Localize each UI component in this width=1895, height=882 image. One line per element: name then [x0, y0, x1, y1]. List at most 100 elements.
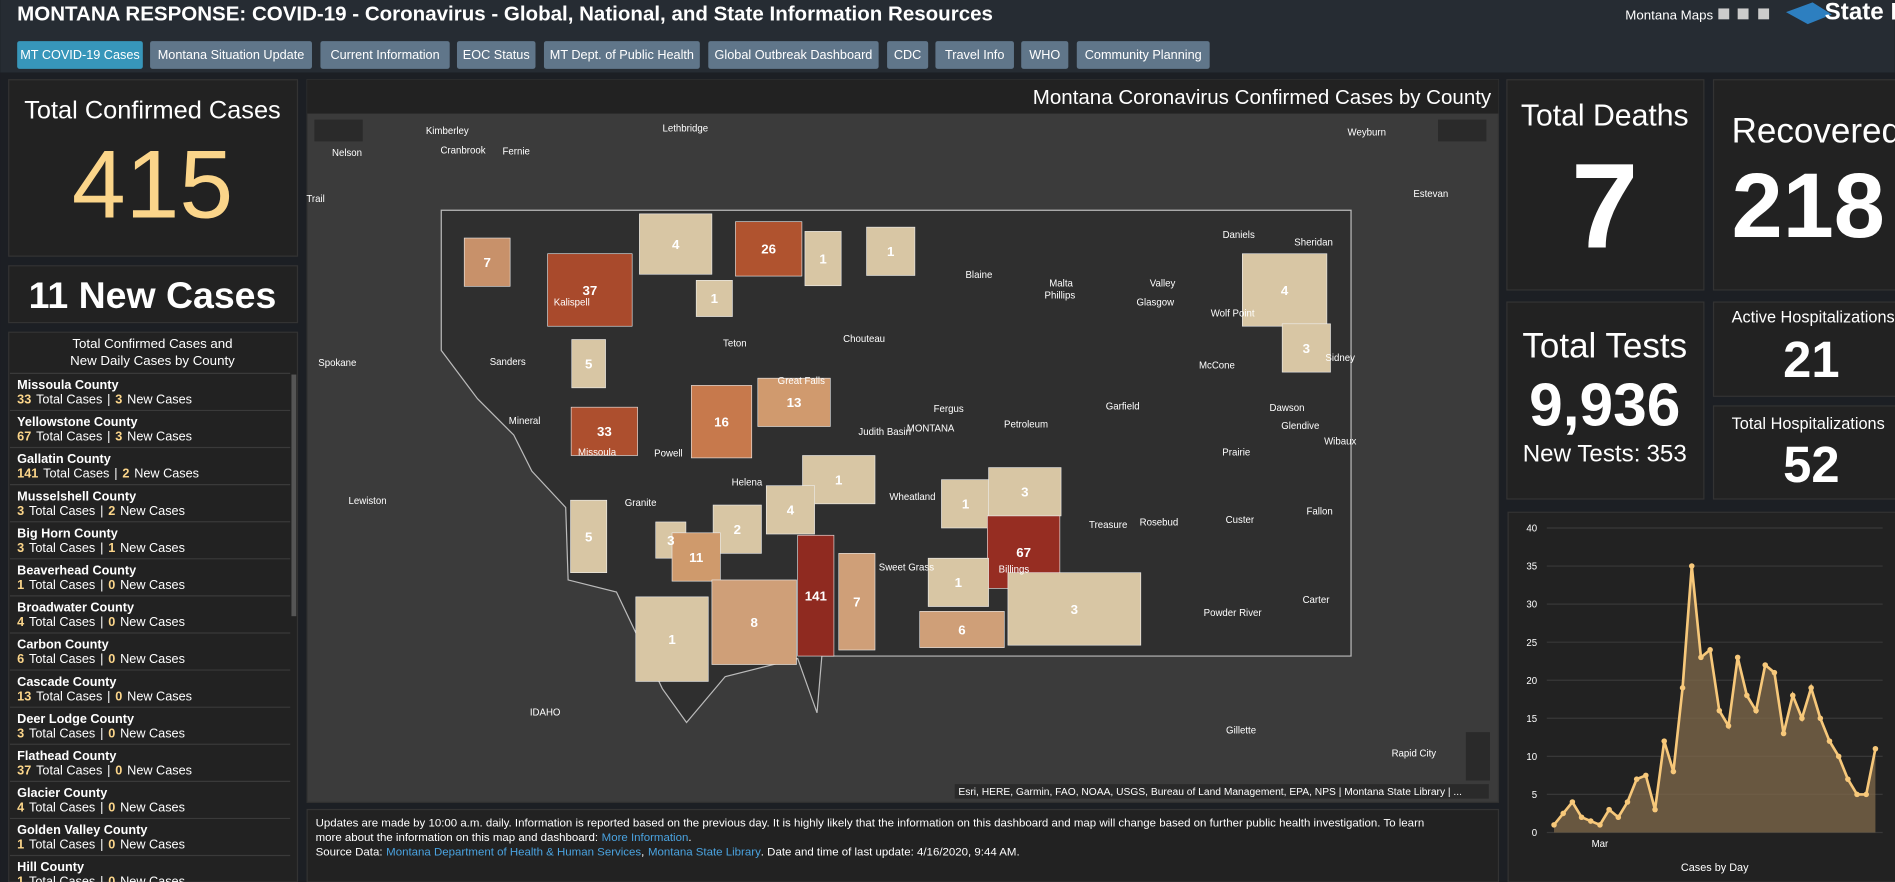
- nav-tab[interactable]: Current Information: [320, 41, 450, 69]
- county-area[interactable]: [919, 611, 1005, 648]
- zoom-buttons[interactable]: [1465, 732, 1490, 781]
- facebook-icon[interactable]: [1718, 8, 1730, 20]
- county-area[interactable]: [671, 532, 721, 582]
- point[interactable]: [1624, 799, 1631, 805]
- nav-tab[interactable]: Global Outbreak Dashboard: [708, 41, 879, 69]
- point[interactable]: [1688, 563, 1695, 569]
- point[interactable]: [1551, 822, 1557, 828]
- point[interactable]: [1826, 738, 1833, 744]
- point[interactable]: [1569, 799, 1576, 805]
- point[interactable]: [1854, 791, 1860, 798]
- tab-bg[interactable]: [456, 41, 536, 69]
- county-area[interactable]: [941, 479, 991, 529]
- tab-label[interactable]: Current Information: [330, 48, 439, 62]
- county-area[interactable]: [797, 534, 835, 657]
- point[interactable]: [1808, 685, 1814, 691]
- tab-bg[interactable]: [17, 41, 143, 69]
- county-area[interactable]: [804, 231, 842, 287]
- nav-tab[interactable]: MT Dept. of Public Health: [543, 41, 700, 69]
- map-tools[interactable]: [1438, 119, 1487, 142]
- county-area[interactable]: [711, 579, 797, 665]
- point[interactable]: [1578, 814, 1585, 821]
- tab-bg[interactable]: [543, 41, 700, 69]
- county-area[interactable]: [765, 485, 815, 535]
- county-area[interactable]: [691, 385, 753, 459]
- point[interactable]: [1633, 776, 1640, 782]
- tab-label[interactable]: Global Outbreak Dashboard: [715, 48, 873, 62]
- nav-tab[interactable]: EOC Status: [456, 41, 536, 69]
- point[interactable]: [1753, 707, 1759, 714]
- source-link[interactable]: Montana State Library: [648, 846, 761, 858]
- maps-link[interactable]: Montana Maps: [1625, 7, 1713, 22]
- point[interactable]: [1762, 662, 1769, 668]
- point[interactable]: [1597, 822, 1603, 828]
- point[interactable]: [1780, 730, 1787, 737]
- county-area[interactable]: [635, 596, 709, 682]
- point[interactable]: [1698, 654, 1704, 661]
- point[interactable]: [1679, 685, 1686, 691]
- point[interactable]: [1615, 814, 1622, 821]
- point[interactable]: [1587, 818, 1594, 824]
- point[interactable]: [1744, 692, 1750, 699]
- county-area[interactable]: [927, 557, 989, 607]
- point[interactable]: [1670, 768, 1677, 775]
- point[interactable]: [1560, 810, 1566, 817]
- tab-bg[interactable]: [320, 41, 450, 69]
- point[interactable]: [1872, 745, 1879, 752]
- nav-tab[interactable]: Community Planning: [1076, 41, 1210, 69]
- tab-label[interactable]: Community Planning: [1085, 48, 1202, 62]
- nav-tab[interactable]: WHO: [1021, 41, 1069, 69]
- point[interactable]: [1835, 753, 1842, 760]
- point[interactable]: [1799, 715, 1805, 722]
- nav-tab[interactable]: CDC: [887, 41, 929, 69]
- county-area[interactable]: [988, 467, 1062, 517]
- county-area[interactable]: [571, 339, 606, 389]
- twitter-icon[interactable]: [1737, 8, 1749, 20]
- point[interactable]: [1863, 791, 1870, 798]
- tab-bg[interactable]: [708, 41, 879, 69]
- link-icon[interactable]: [1758, 8, 1770, 20]
- tab-label[interactable]: MT COVID-19 Cases: [20, 48, 139, 62]
- county-area[interactable]: [712, 504, 762, 554]
- tab-label[interactable]: MT Dept. of Public Health: [550, 48, 694, 62]
- source-link[interactable]: Montana Department of Health & Human Ser…: [386, 846, 641, 858]
- point[interactable]: [1845, 776, 1851, 782]
- county-area[interactable]: [639, 213, 713, 275]
- scrollbar[interactable]: [291, 374, 297, 617]
- tab-label[interactable]: EOC Status: [463, 48, 530, 62]
- tab-label[interactable]: Montana Situation Update: [158, 48, 305, 62]
- county-area[interactable]: [570, 406, 638, 456]
- county-area[interactable]: [1242, 253, 1328, 327]
- point[interactable]: [1652, 806, 1658, 813]
- point[interactable]: [1789, 692, 1796, 699]
- point[interactable]: [1661, 738, 1667, 744]
- point[interactable]: [1817, 715, 1824, 722]
- tab-label[interactable]: CDC: [894, 48, 921, 62]
- county-area[interactable]: [866, 226, 916, 276]
- point[interactable]: [1725, 723, 1732, 729]
- tab-bg[interactable]: [935, 41, 1014, 69]
- county-area[interactable]: [1007, 572, 1142, 646]
- point[interactable]: [1606, 806, 1612, 813]
- tab-bg[interactable]: [887, 41, 929, 69]
- county-area[interactable]: [570, 499, 608, 573]
- county-area[interactable]: [838, 553, 876, 651]
- tab-bg[interactable]: [1076, 41, 1210, 69]
- county-area[interactable]: [1281, 323, 1331, 373]
- point[interactable]: [1643, 772, 1649, 779]
- county-area[interactable]: [695, 280, 733, 317]
- point[interactable]: [1734, 654, 1741, 661]
- tab-bg[interactable]: [1021, 41, 1069, 69]
- county-area[interactable]: [757, 377, 831, 427]
- nav-tab[interactable]: Travel Info: [935, 41, 1014, 69]
- county-area[interactable]: [463, 237, 511, 287]
- select-tool[interactable]: [314, 119, 363, 142]
- tab-bg[interactable]: [150, 41, 312, 69]
- nav-tab[interactable]: Montana Situation Update: [150, 41, 312, 69]
- point[interactable]: [1707, 647, 1713, 653]
- nav-tab[interactable]: MT COVID-19 Cases: [17, 41, 143, 69]
- county-area[interactable]: [547, 253, 633, 327]
- tab-label[interactable]: WHO: [1029, 48, 1060, 62]
- more-info-link[interactable]: More Information: [602, 832, 689, 844]
- tab-label[interactable]: Travel Info: [945, 48, 1004, 62]
